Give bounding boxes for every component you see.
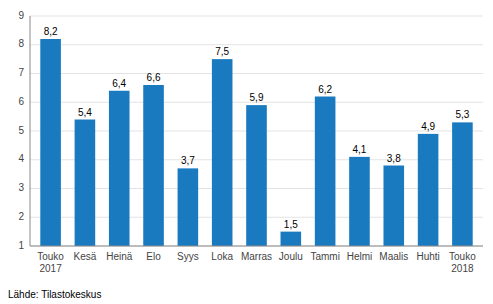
grid-line	[30, 44, 483, 45]
data-label: 6,4	[112, 78, 126, 89]
chart-svg: 1 2 3 4 5 6 7 8 9 8,2 5,4 6,4 6,6 3,7 7,5 5,9 1,5 6,2 4,1 3…	[0, 0, 493, 304]
bar	[281, 232, 302, 246]
data-label: 7,5	[215, 46, 229, 57]
data-label: 4,9	[421, 121, 435, 132]
bar	[246, 105, 267, 246]
y-tick-label: 7	[18, 67, 24, 78]
chart-container: 1 2 3 4 5 6 7 8 9 8,2 5,4 6,4 6,6 3,7 7,5 5,9 1,5 6,2 4,1 3…	[0, 0, 493, 304]
data-label: 5,4	[78, 107, 92, 118]
bar	[75, 120, 96, 247]
x-axis: Touko2017 Kesä Heinä Elo Syys Loka Marras Joulu…	[30, 246, 483, 274]
bar	[383, 166, 404, 247]
x-tick-label: Helmi	[347, 251, 373, 262]
y-axis-line	[30, 16, 31, 246]
x-tick-label: Maalis	[379, 251, 408, 262]
y-tick-label: 9	[18, 10, 24, 21]
bar	[109, 91, 130, 246]
bar	[40, 39, 61, 246]
data-label: 3,8	[387, 153, 401, 164]
x-tick-label: Touko2018	[449, 251, 476, 274]
x-tick-label: Heinä	[106, 251, 133, 262]
grid-line	[30, 16, 483, 17]
x-axis-line	[30, 246, 483, 247]
data-label: 5,9	[250, 92, 264, 103]
y-tick-label: 1	[18, 240, 24, 251]
data-label: 4,1	[353, 144, 367, 155]
data-label: 6,2	[318, 84, 332, 95]
grid-line	[30, 246, 483, 247]
bar	[349, 157, 370, 246]
data-label: 5,3	[455, 109, 469, 120]
bar	[452, 122, 473, 246]
y-tick-label: 3	[18, 182, 24, 193]
bar	[212, 59, 233, 246]
data-labels: 8,2 5,4 6,4 6,6 3,7 7,5 5,9 1,5 6,2 4,1 3,8 4,9 5,3	[44, 26, 470, 230]
bar	[178, 168, 199, 246]
data-label: 1,5	[284, 219, 298, 230]
x-tick-label: Loka	[211, 251, 233, 262]
x-tick-label: Joulu	[279, 251, 303, 262]
y-tick-label: 8	[18, 38, 24, 49]
y-tick-label: 5	[18, 125, 24, 136]
data-label: 8,2	[44, 26, 58, 37]
x-tick-label: Huhti	[416, 251, 439, 262]
bar	[315, 97, 336, 247]
source-note: Lähde: Tilastokeskus	[8, 289, 101, 300]
x-tick-label: Marras	[241, 251, 272, 262]
x-tick-label: Elo	[146, 251, 161, 262]
bar	[418, 134, 439, 246]
x-tick-label: Tammi	[310, 251, 339, 262]
y-tick-label: 6	[18, 96, 24, 107]
data-label: 6,6	[147, 72, 161, 83]
x-tick-label: Kesä	[74, 251, 97, 262]
bars	[40, 39, 472, 246]
grid-line	[30, 73, 483, 74]
y-tick-label: 4	[18, 153, 24, 164]
y-tick-label: 2	[18, 211, 24, 222]
y-axis: 1 2 3 4 5 6 7 8 9	[18, 10, 30, 251]
x-tick-label: Syys	[177, 251, 199, 262]
x-tick-label: Touko2017	[37, 251, 64, 274]
bar	[143, 85, 164, 246]
data-label: 3,7	[181, 155, 195, 166]
